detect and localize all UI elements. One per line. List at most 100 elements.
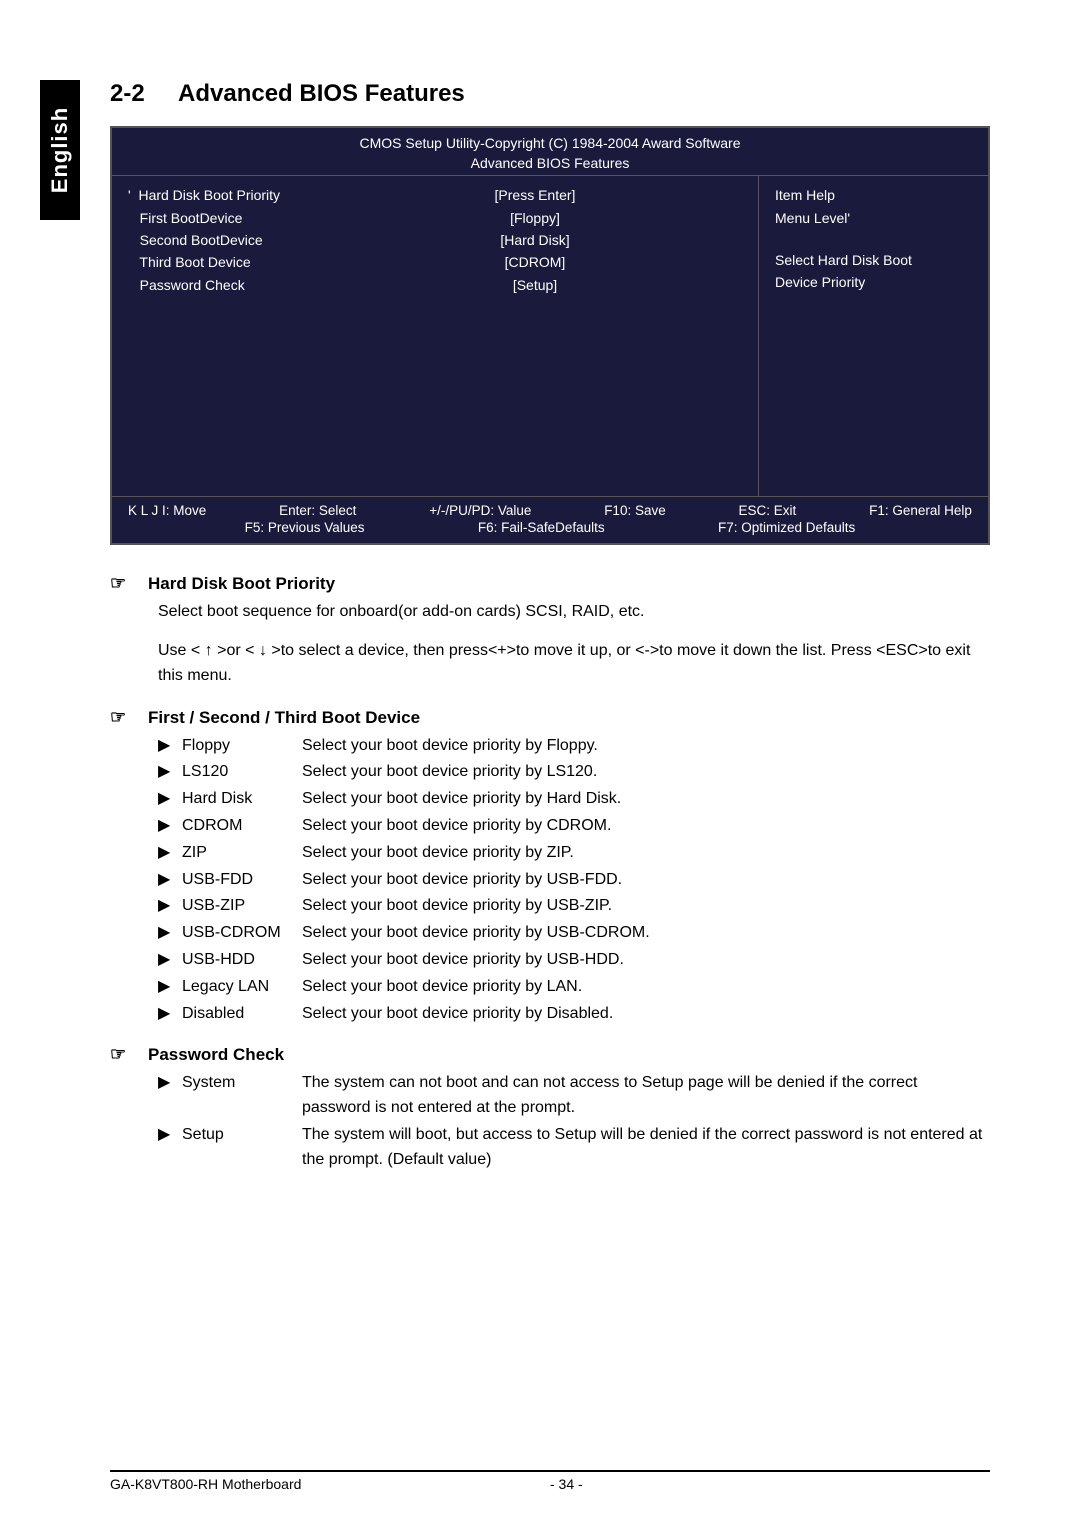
subsection-title: First / Second / Third Boot Device: [148, 708, 420, 728]
option-row: ▶LS120Select your boot device priority b…: [110, 760, 990, 785]
bullet-icon: ▶: [158, 760, 182, 785]
option-row: ▶USB-ZIPSelect your boot device priority…: [110, 894, 990, 919]
section-title-text: Advanced BIOS Features: [178, 80, 465, 107]
option-name: Disabled: [182, 1002, 302, 1027]
bios-item-label: Password Check: [128, 274, 328, 296]
bios-help-desc: Select Hard Disk Boot: [775, 249, 972, 271]
bios-footer-prev: F5: Previous Values: [245, 520, 365, 535]
bios-help-desc: Device Priority: [775, 271, 972, 293]
option-desc: Select your boot device priority by LS12…: [302, 760, 990, 785]
section-number: 2-2: [110, 80, 178, 108]
hard-disk-p1: Select boot sequence for onboard(or add-…: [110, 600, 990, 625]
bios-labels-col: ' Hard Disk Boot Priority First BootDevi…: [128, 184, 328, 488]
bios-footer-exit: ESC: Exit: [739, 503, 797, 518]
option-row: ▶USB-HDDSelect your boot device priority…: [110, 948, 990, 973]
option-name: USB-HDD: [182, 948, 302, 973]
option-row: ▶Hard DiskSelect your boot device priori…: [110, 787, 990, 812]
option-name: ZIP: [182, 841, 302, 866]
option-row: ▶Legacy LANSelect your boot device prior…: [110, 975, 990, 1000]
option-row: ▶SetupThe system will boot, but access t…: [110, 1123, 990, 1173]
bios-header: CMOS Setup Utility-Copyright (C) 1984-20…: [112, 128, 988, 176]
bios-header-line1: CMOS Setup Utility-Copyright (C) 1984-20…: [112, 134, 988, 154]
bios-item-value: [Floppy]: [328, 207, 742, 229]
bios-body: ' Hard Disk Boot Priority First BootDevi…: [112, 176, 988, 496]
hand-icon: ☞: [110, 707, 148, 728]
option-name: Floppy: [182, 734, 302, 759]
password-options-list: ▶SystemThe system can not boot and can n…: [110, 1071, 990, 1172]
bios-footer: K L J I: Move Enter: Select +/-/PU/PD: V…: [112, 496, 988, 543]
option-desc: Select your boot device priority by Flop…: [302, 734, 990, 759]
option-name: LS120: [182, 760, 302, 785]
option-desc: The system will boot, but access to Setu…: [302, 1123, 990, 1173]
option-desc: Select your boot device priority by LAN.: [302, 975, 990, 1000]
option-desc: The system can not boot and can not acce…: [302, 1071, 990, 1121]
subsection-title: Hard Disk Boot Priority: [148, 574, 335, 594]
option-name: CDROM: [182, 814, 302, 839]
option-name: Legacy LAN: [182, 975, 302, 1000]
hand-icon: ☞: [110, 1044, 148, 1065]
option-desc: Select your boot device priority by CDRO…: [302, 814, 990, 839]
option-row: ▶DisabledSelect your boot device priorit…: [110, 1002, 990, 1027]
bios-footer-failsafe: F6: Fail-SafeDefaults: [478, 520, 605, 535]
option-row: ▶FloppySelect your boot device priority …: [110, 734, 990, 759]
option-name: USB-FDD: [182, 868, 302, 893]
bios-help-level: Menu Level': [775, 207, 972, 229]
subsection-header: ☞ Hard Disk Boot Priority: [110, 573, 990, 594]
bullet-icon: ▶: [158, 814, 182, 839]
bios-item-label: First BootDevice: [128, 207, 328, 229]
bullet-icon: ▶: [158, 1002, 182, 1027]
option-desc: Select your boot device priority by USB-…: [302, 921, 990, 946]
subsection-title: Password Check: [148, 1045, 284, 1065]
bullet-icon: ▶: [158, 948, 182, 973]
section-password-check: ☞ Password Check ▶SystemThe system can n…: [110, 1044, 990, 1172]
option-name: Hard Disk: [182, 787, 302, 812]
bios-help-title: Item Help: [775, 184, 972, 206]
option-desc: Select your boot device priority by Disa…: [302, 1002, 990, 1027]
bullet-icon: ▶: [158, 975, 182, 1000]
section-boot-device: ☞ First / Second / Third Boot Device ▶Fl…: [110, 707, 990, 1027]
bios-setup-screen: CMOS Setup Utility-Copyright (C) 1984-20…: [110, 126, 990, 545]
bios-item-value: [Press Enter]: [328, 184, 742, 206]
option-name: USB-ZIP: [182, 894, 302, 919]
subsection-header: ☞ Password Check: [110, 1044, 990, 1065]
bios-header-line2: Advanced BIOS Features: [112, 154, 988, 174]
bios-footer-value: +/-/PU/PD: Value: [429, 503, 531, 518]
bios-footer-line1: K L J I: Move Enter: Select +/-/PU/PD: V…: [128, 503, 972, 518]
section-title: 2-2Advanced BIOS Features: [110, 80, 990, 108]
bios-left-panel: ' Hard Disk Boot Priority First BootDevi…: [112, 176, 758, 496]
bios-item-value: [CDROM]: [328, 251, 742, 273]
bios-item-label: Third Boot Device: [128, 251, 328, 273]
bullet-icon: ▶: [158, 841, 182, 866]
option-desc: Select your boot device priority by USB-…: [302, 948, 990, 973]
option-row: ▶USB-FDDSelect your boot device priority…: [110, 868, 990, 893]
bullet-icon: ▶: [158, 1123, 182, 1173]
option-name: System: [182, 1071, 302, 1121]
option-desc: Select your boot device priority by USB-…: [302, 868, 990, 893]
bullet-icon: ▶: [158, 921, 182, 946]
hard-disk-p2: Use < ↑ >or < ↓ >to select a device, the…: [110, 639, 990, 689]
option-desc: Select your boot device priority by USB-…: [302, 894, 990, 919]
bios-footer-save: F10: Save: [604, 503, 666, 518]
bullet-icon: ▶: [158, 868, 182, 893]
language-tab-text: English: [47, 107, 73, 193]
bios-item-label: ' Hard Disk Boot Priority: [128, 184, 328, 206]
language-tab: English: [40, 80, 80, 220]
bios-footer-optimized: F7: Optimized Defaults: [718, 520, 855, 535]
footer-page-number: - 34 -: [550, 1476, 990, 1492]
option-row: ▶SystemThe system can not boot and can n…: [110, 1071, 990, 1121]
bios-footer-move: K L J I: Move: [128, 503, 206, 518]
bios-item-value: [Setup]: [328, 274, 742, 296]
bios-values-col: [Press Enter] [Floppy] [Hard Disk] [CDRO…: [328, 184, 742, 488]
option-row: ▶CDROMSelect your boot device priority b…: [110, 814, 990, 839]
option-desc: Select your boot device priority by Hard…: [302, 787, 990, 812]
bios-item-label: Second BootDevice: [128, 229, 328, 251]
bios-item-value: [Hard Disk]: [328, 229, 742, 251]
bullet-icon: ▶: [158, 787, 182, 812]
boot-options-list: ▶FloppySelect your boot device priority …: [110, 734, 990, 1027]
bios-footer-line2: F5: Previous Values F6: Fail-SafeDefault…: [128, 520, 972, 535]
section-hard-disk: ☞ Hard Disk Boot Priority Select boot se…: [110, 573, 990, 688]
bullet-icon: ▶: [158, 734, 182, 759]
hand-icon: ☞: [110, 573, 148, 594]
bullet-icon: ▶: [158, 1071, 182, 1121]
bios-help-panel: Item Help Menu Level' Select Hard Disk B…: [758, 176, 988, 496]
